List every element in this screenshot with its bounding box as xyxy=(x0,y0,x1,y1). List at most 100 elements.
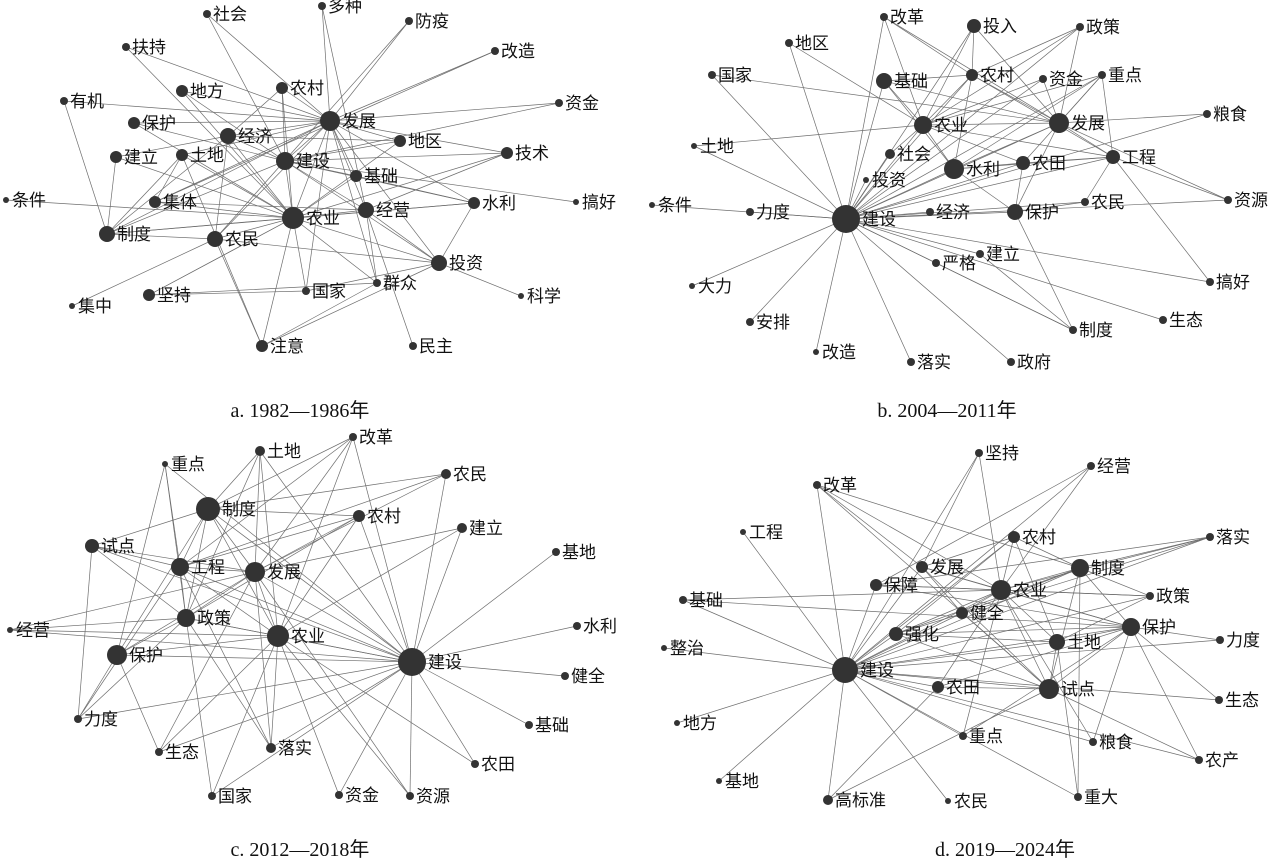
edge-农业-群众 xyxy=(292,217,378,284)
edge-农民-建设 xyxy=(844,669,949,802)
edge-经营-投资 xyxy=(365,209,440,264)
edge-经济-农民 xyxy=(214,135,229,240)
node-label: 严格 xyxy=(942,254,976,273)
node-重点 xyxy=(162,461,168,467)
edge-经营-政策 xyxy=(9,617,187,631)
edge-国家-发展 xyxy=(305,120,331,292)
node-label: 保护 xyxy=(142,114,176,133)
edge-改革-建设 xyxy=(816,484,846,671)
node-经济 xyxy=(926,208,934,216)
node-资源 xyxy=(406,792,414,800)
edge-土地-发展 xyxy=(181,120,331,156)
edge-土地-注意 xyxy=(181,154,263,347)
edge-集体-发展 xyxy=(154,120,331,203)
edge-扶持-发展 xyxy=(125,46,331,122)
edge-高标准-农田 xyxy=(827,686,939,801)
node-label: 坚持 xyxy=(985,444,1019,463)
edge-发展-政策 xyxy=(185,571,256,619)
edge-工程-建设 xyxy=(179,566,413,663)
edge-农村-制度 xyxy=(1013,536,1081,569)
node-label: 政府 xyxy=(1017,353,1051,372)
edge-重大-土地 xyxy=(1056,641,1079,798)
node-label: 保护 xyxy=(129,646,163,665)
node-力度 xyxy=(1216,636,1224,644)
node-label: 生态 xyxy=(1169,311,1203,330)
edge-集体-经营 xyxy=(154,201,367,211)
node-label: 生态 xyxy=(1225,691,1259,710)
node-label: 条件 xyxy=(12,191,46,210)
node-label: 保护 xyxy=(1142,618,1176,637)
edge-国家-建设 xyxy=(711,74,847,220)
edge-国家-发展 xyxy=(711,74,1060,124)
node-label: 力度 xyxy=(756,203,790,222)
node-土地 xyxy=(1049,634,1065,650)
edge-农业-发展 xyxy=(292,120,331,219)
edge-群众-发展 xyxy=(329,120,378,284)
edge-国家-建设 xyxy=(211,661,413,797)
edge-生态-建设 xyxy=(844,669,1220,701)
node-农业 xyxy=(267,625,289,647)
edge-重点-工程 xyxy=(1101,74,1114,158)
node-label: 重点 xyxy=(1108,66,1142,85)
edge-工程-农民 xyxy=(1084,156,1114,203)
edge-layer xyxy=(651,16,1229,363)
node-label: 水利 xyxy=(583,617,617,636)
edge-防疫-农民 xyxy=(214,20,410,240)
edge-生态-建设 xyxy=(845,218,1164,321)
node-label: 建立 xyxy=(469,519,503,538)
node-生态 xyxy=(155,748,163,756)
edge-有机-制度 xyxy=(63,100,108,235)
edge-大力-建设 xyxy=(691,218,847,287)
node-农业 xyxy=(282,207,304,229)
node-label: 发展 xyxy=(1071,114,1105,133)
edge-土地-制度 xyxy=(106,154,183,235)
node-安排 xyxy=(746,318,754,326)
node-label: 农民 xyxy=(453,465,487,484)
edge-工程-农业 xyxy=(179,566,279,637)
edge-搞好-建设 xyxy=(845,218,1211,283)
edge-水利-建设 xyxy=(284,160,475,204)
node-label: 重点 xyxy=(969,727,1003,746)
node-政策 xyxy=(1146,592,1154,600)
edge-试点-工程 xyxy=(91,545,181,568)
node-整治 xyxy=(661,645,667,651)
node-农民 xyxy=(207,231,223,247)
edge-粮食-农业 xyxy=(1000,589,1094,743)
edge-重点-农业 xyxy=(922,74,1103,126)
node-label: 社会 xyxy=(213,5,247,24)
node-制度 xyxy=(196,497,220,521)
edge-基础-建设 xyxy=(682,599,846,671)
edge-农田-建设 xyxy=(845,162,1024,220)
edge-工程-搞好 xyxy=(1112,156,1211,283)
edge-政策-建设 xyxy=(844,595,1151,671)
node-改造 xyxy=(813,349,819,355)
edge-注意-农业 xyxy=(261,217,294,347)
node-水利 xyxy=(944,159,964,179)
edge-经营-建设 xyxy=(844,465,1092,671)
edge-改革-农业 xyxy=(883,16,924,126)
edge-政策-农村 xyxy=(971,26,1081,76)
node-label: 有机 xyxy=(70,92,104,111)
edge-投入-农村 xyxy=(971,25,975,76)
edge-制度-发展 xyxy=(207,508,256,573)
node-label: 政策 xyxy=(1086,18,1120,37)
node-集体 xyxy=(149,196,161,208)
node-水利 xyxy=(573,622,581,630)
node-label: 制度 xyxy=(117,225,151,244)
node-label: 土地 xyxy=(190,146,224,165)
edge-土地-建设 xyxy=(844,641,1058,671)
edge-力度-建设 xyxy=(749,211,847,220)
edge-建设-制度 xyxy=(106,160,286,235)
node-重点 xyxy=(959,732,967,740)
node-集中 xyxy=(69,303,75,309)
node-力度 xyxy=(74,715,82,723)
edge-资金-建设 xyxy=(845,78,1044,220)
edge-基础-保护 xyxy=(682,599,1132,628)
node-建立 xyxy=(976,250,984,258)
edge-坚持-发展 xyxy=(921,452,980,568)
node-制度 xyxy=(1071,559,1089,577)
